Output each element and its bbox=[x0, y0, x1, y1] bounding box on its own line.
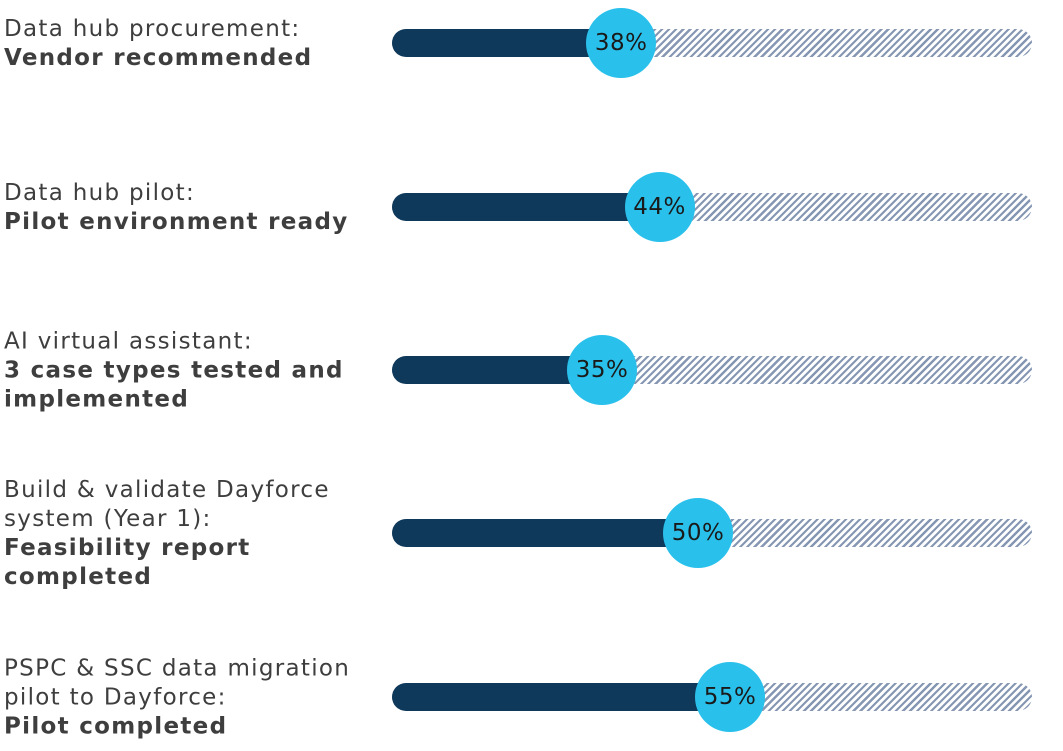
progress-fill bbox=[392, 683, 744, 711]
milestone-task-text: Data hub pilot: bbox=[4, 180, 196, 206]
milestone-task-text: Build & validate Dayforce system (Year 1… bbox=[4, 477, 330, 532]
progress-percent-bubble: 44% bbox=[624, 172, 695, 242]
progress-percent-label: 38% bbox=[594, 30, 648, 56]
progress-percent-bubble: 50% bbox=[663, 498, 733, 568]
progress-percent-label: 55% bbox=[703, 684, 757, 710]
milestone-label: Build & validate Dayforce system (Year 1… bbox=[4, 476, 390, 592]
milestone-task-text: Data hub procurement: bbox=[4, 16, 301, 42]
progress-percent-bubble: 38% bbox=[586, 8, 657, 78]
milestone-task-text: PSPC & SSC data migration pilot to Dayfo… bbox=[4, 655, 351, 711]
milestone-label: AI virtual assistant: 3 case types teste… bbox=[4, 328, 390, 415]
progress-percent-label: 35% bbox=[575, 357, 629, 383]
milestone-status-text: 3 case types tested and implemented bbox=[4, 357, 344, 413]
milestone-task-text: AI virtual assistant: bbox=[4, 328, 253, 355]
milestone-status-text: Pilot completed bbox=[4, 713, 228, 740]
progress-percent-label: 44% bbox=[633, 194, 686, 220]
progress-fill bbox=[392, 519, 712, 547]
progress-percent-bubble: 35% bbox=[567, 335, 637, 405]
milestone-status-text: Pilot environment ready bbox=[4, 209, 349, 235]
milestone-label: PSPC & SSC data migration pilot to Dayfo… bbox=[4, 655, 390, 742]
milestone-label: Data hub procurement: Vendor recommended bbox=[4, 15, 390, 73]
milestone-status-text: Vendor recommended bbox=[4, 45, 313, 71]
progress-percent-bubble: 55% bbox=[695, 662, 765, 732]
milestone-label: Data hub pilot: Pilot environment ready bbox=[4, 179, 390, 237]
milestone-status-text: Feasibility report completed bbox=[4, 535, 251, 590]
progress-percent-label: 50% bbox=[671, 520, 725, 546]
